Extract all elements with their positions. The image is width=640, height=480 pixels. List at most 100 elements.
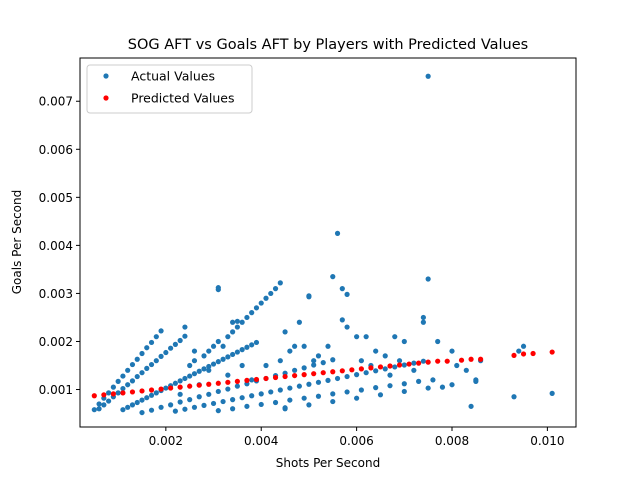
y-tick-label: 0.004 <box>39 239 73 253</box>
data-point <box>282 405 288 411</box>
data-point <box>249 393 255 399</box>
data-point <box>177 337 183 344</box>
data-point <box>430 377 436 383</box>
data-point <box>120 407 126 413</box>
data-point <box>210 361 217 367</box>
data-point <box>468 403 474 409</box>
data-point <box>215 408 221 414</box>
data-point <box>287 385 293 391</box>
data-point <box>182 375 188 382</box>
data-point <box>125 367 131 373</box>
data-point <box>115 390 121 396</box>
data-point <box>396 362 403 368</box>
data-point <box>277 358 283 364</box>
data-point <box>344 324 350 330</box>
data-point <box>206 367 212 373</box>
data-point <box>406 361 412 367</box>
data-point <box>320 360 326 366</box>
data-point <box>387 383 393 389</box>
data-point <box>315 393 322 399</box>
data-point <box>201 366 207 372</box>
data-point <box>158 353 164 359</box>
data-point <box>549 349 555 355</box>
data-point <box>292 372 298 379</box>
data-point <box>325 377 331 383</box>
data-point <box>234 349 240 355</box>
data-point <box>206 363 212 370</box>
data-point <box>144 365 150 371</box>
data-point <box>363 370 369 376</box>
x-tick-label: 0.006 <box>339 434 373 448</box>
data-point <box>106 398 112 404</box>
data-point <box>230 319 236 325</box>
data-point <box>158 404 164 410</box>
data-point <box>258 401 264 408</box>
data-point <box>330 357 336 363</box>
legend-box <box>86 64 253 114</box>
data-point <box>158 328 164 334</box>
data-point <box>191 404 198 410</box>
data-point <box>230 406 236 412</box>
data-point <box>387 372 393 378</box>
data-point <box>225 372 231 378</box>
y-tick-label: 0.003 <box>39 287 73 301</box>
data-point <box>215 380 221 386</box>
data-point <box>339 368 345 374</box>
data-point <box>163 385 169 391</box>
data-point <box>339 317 345 323</box>
data-point <box>373 385 379 391</box>
data-point <box>249 342 255 348</box>
legend-label-predicted: Predicted Values <box>131 91 235 106</box>
data-point <box>516 348 522 354</box>
data-point <box>253 305 260 311</box>
data-point <box>187 373 193 379</box>
y-tick-label: 0.002 <box>39 335 73 349</box>
data-point <box>220 356 226 362</box>
legend-label-actual: Actual Values <box>131 69 215 84</box>
data-point <box>282 373 288 380</box>
data-point <box>144 395 150 401</box>
data-point <box>182 333 188 339</box>
legend-marker-actual <box>103 73 109 79</box>
data-point <box>296 319 302 325</box>
data-point <box>268 290 274 297</box>
data-point <box>144 345 150 351</box>
data-point <box>196 382 202 388</box>
data-point <box>373 348 379 354</box>
data-point <box>139 397 145 403</box>
data-point <box>401 338 407 345</box>
data-point <box>454 362 460 369</box>
data-point <box>354 395 360 401</box>
data-point <box>215 359 221 365</box>
data-point <box>344 373 350 380</box>
data-point <box>239 319 245 325</box>
data-point <box>349 367 355 373</box>
data-point <box>358 358 364 364</box>
data-point <box>206 381 212 387</box>
data-point <box>120 373 126 379</box>
data-point <box>153 334 159 340</box>
data-point <box>148 361 155 368</box>
data-point <box>416 360 422 366</box>
data-point <box>234 378 240 384</box>
data-point <box>435 338 441 345</box>
x-tick-label: 0.010 <box>530 434 564 448</box>
data-point <box>287 348 293 354</box>
data-point <box>392 364 398 370</box>
y-tick-label: 0.006 <box>39 143 73 157</box>
series-actual-values <box>91 73 555 416</box>
data-point <box>401 388 407 395</box>
data-point <box>396 358 403 364</box>
data-point <box>129 402 136 408</box>
data-point <box>210 343 217 349</box>
data-point <box>215 388 221 395</box>
data-point <box>444 358 450 364</box>
data-point <box>249 377 255 383</box>
data-point <box>311 371 317 377</box>
data-point <box>225 334 231 340</box>
data-point <box>263 295 269 301</box>
data-point <box>153 390 159 396</box>
x-tick-label: 0.002 <box>149 434 183 448</box>
data-point <box>148 339 155 346</box>
